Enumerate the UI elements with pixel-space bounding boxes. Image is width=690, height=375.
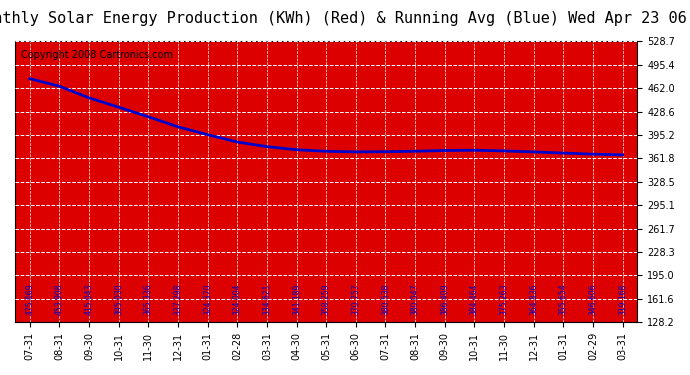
Bar <box>492 149 516 375</box>
Bar <box>137 156 160 375</box>
Bar <box>344 152 368 375</box>
Text: 364.836: 364.836 <box>529 284 538 315</box>
Text: 334.621: 334.621 <box>262 284 271 315</box>
Text: 324.004: 324.004 <box>233 284 241 315</box>
Bar <box>581 169 605 375</box>
Bar <box>611 188 634 375</box>
Text: 395.030: 395.030 <box>115 284 124 315</box>
Bar <box>196 184 219 375</box>
Bar <box>18 79 41 375</box>
Text: 355.654: 355.654 <box>559 284 568 315</box>
Bar <box>166 176 190 375</box>
Bar <box>107 135 130 375</box>
Text: 415.043: 415.043 <box>85 284 94 315</box>
Text: 386.409: 386.409 <box>440 284 449 315</box>
Text: 380.538: 380.538 <box>381 284 390 315</box>
Bar <box>315 161 338 375</box>
Bar <box>255 177 279 375</box>
Bar <box>551 163 575 375</box>
Bar <box>48 94 71 375</box>
Bar <box>403 146 427 375</box>
Bar <box>285 173 308 375</box>
Text: 346.606: 346.606 <box>589 284 598 315</box>
Bar <box>373 145 397 375</box>
Text: 475.669: 475.669 <box>26 284 34 315</box>
Text: 337.298: 337.298 <box>173 284 183 315</box>
Text: 319.168: 319.168 <box>618 284 627 315</box>
Bar <box>433 141 457 375</box>
Text: 358.259: 358.259 <box>322 284 331 315</box>
Text: 384.464: 384.464 <box>470 284 479 315</box>
Text: 341.189: 341.189 <box>292 284 301 315</box>
Text: 380.047: 380.047 <box>411 284 420 315</box>
Text: 375.263: 375.263 <box>500 284 509 315</box>
Bar <box>462 142 486 375</box>
Text: Monthly Solar Energy Production (KWh) (Red) & Running Avg (Blue) Wed Apr 23 06:1: Monthly Solar Energy Production (KWh) (R… <box>0 11 690 26</box>
Text: 324.370: 324.370 <box>203 284 212 315</box>
Text: Copyright 2008 Cartronics.com: Copyright 2008 Cartronics.com <box>21 50 173 60</box>
Bar <box>77 121 101 375</box>
Bar <box>226 185 249 375</box>
Text: 365.336: 365.336 <box>144 284 153 315</box>
Text: 370.757: 370.757 <box>351 284 360 315</box>
Bar <box>522 156 546 375</box>
Text: 453.908: 453.908 <box>55 284 64 315</box>
